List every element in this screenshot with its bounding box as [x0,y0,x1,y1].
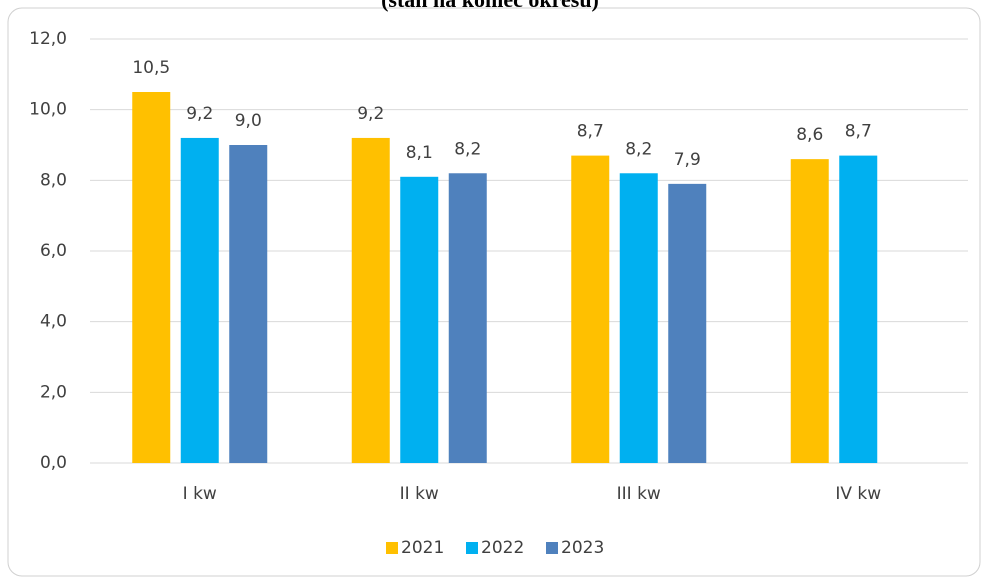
value-label: 8,7 [577,122,604,142]
bar [180,137,219,463]
value-label: 7,9 [674,150,701,170]
legend-label: 2021 [401,538,444,558]
y-tick-label: 8,0 [40,170,67,190]
value-label: 10,5 [132,58,170,78]
x-tick-label: III kw [617,484,661,504]
bar [448,173,487,463]
value-label: 9,2 [186,104,213,124]
bar [839,155,878,463]
legend-swatch [466,542,478,554]
chart-title: (stan na koniec okresu) [381,0,599,12]
y-tick-label: 12,0 [29,29,67,49]
y-tick-label: 2,0 [40,382,67,402]
x-tick-label: II kw [400,484,439,504]
y-tick-label: 4,0 [40,312,67,332]
legend-swatch [546,542,558,554]
bar [619,173,658,463]
bar [351,137,390,463]
value-label: 9,0 [235,111,262,131]
x-tick-label: I kw [183,484,217,504]
y-tick-label: 0,0 [40,453,67,473]
legend-label: 2022 [481,538,524,558]
bar [668,183,707,463]
value-label: 8,2 [454,139,481,159]
bar [571,155,610,463]
value-label: 8,1 [406,143,433,163]
bar [400,176,439,464]
y-tick-label: 10,0 [29,100,67,120]
value-label: 8,2 [625,139,652,159]
y-tick-label: 6,0 [40,241,67,261]
value-label: 9,2 [357,104,384,124]
bar [790,159,829,463]
value-label: 8,7 [845,122,872,142]
legend-swatch [386,542,398,554]
value-label: 8,6 [796,125,823,145]
legend-label: 2023 [561,538,604,558]
bar [229,145,268,463]
x-tick-label: IV kw [835,484,881,504]
bar [132,92,171,463]
